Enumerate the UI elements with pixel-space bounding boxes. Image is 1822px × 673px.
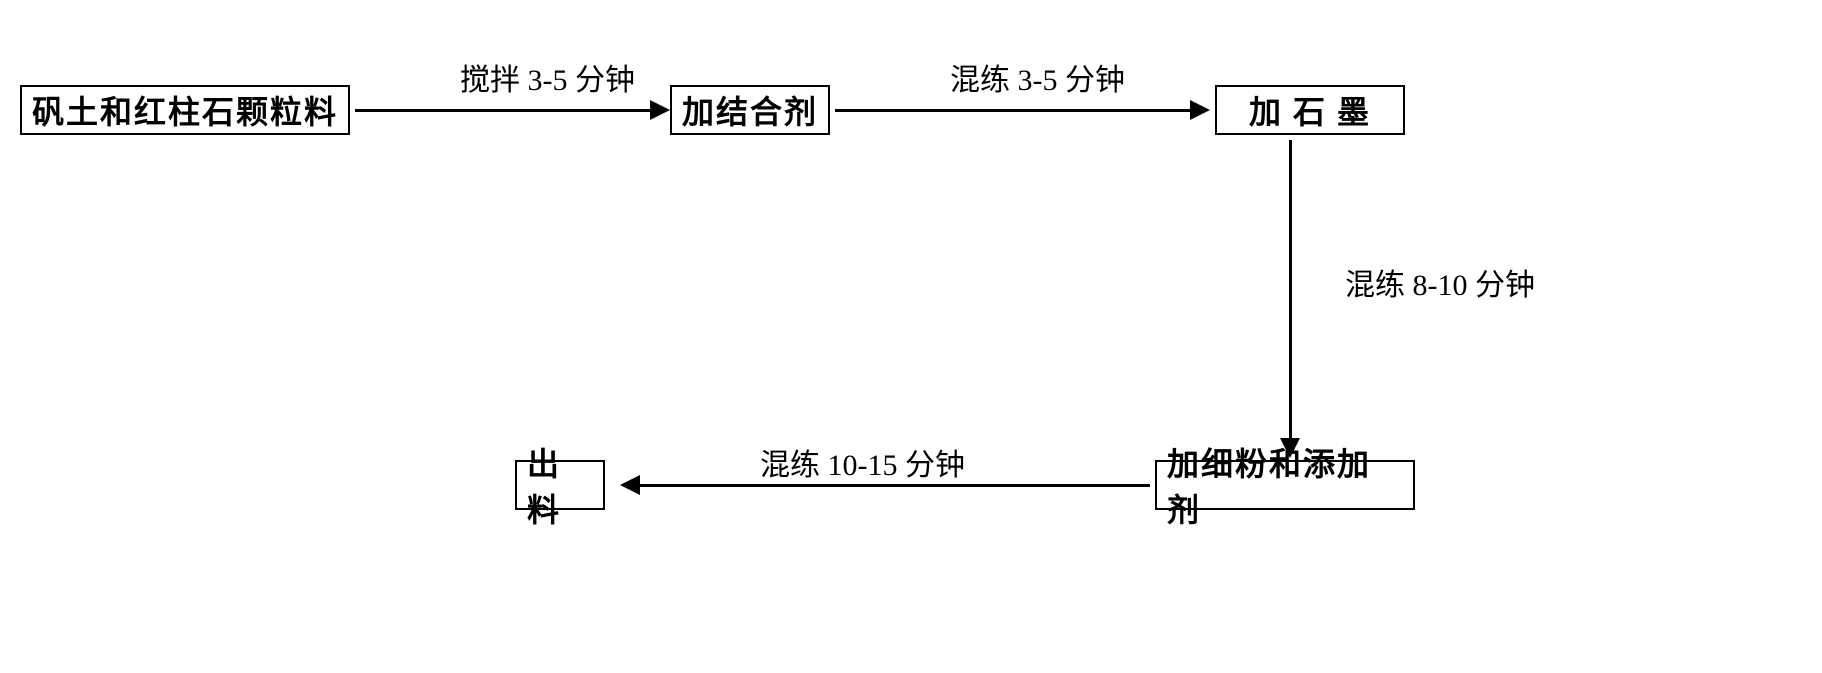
edge-label-mix-2: 混练 8-10 分钟	[1345, 260, 1535, 304]
arrow-line	[640, 484, 1150, 487]
node-label: 加 石 墨	[1249, 87, 1371, 133]
node-bauxite-andalusite: 矾土和红柱石颗粒料	[20, 85, 350, 135]
edge-label-stir: 搅拌 3-5 分钟	[460, 55, 635, 99]
arrow-line	[355, 109, 655, 112]
arrow-line	[1289, 140, 1292, 440]
node-label: 矾土和红柱石颗粒料	[32, 87, 338, 133]
node-label: 加结合剂	[682, 87, 818, 133]
edge-label-mix-1: 混练 3-5 分钟	[950, 55, 1125, 99]
node-add-fine-powder: 加细粉和添加剂	[1155, 460, 1415, 510]
edge-label-mix-3: 混练 10-15 分钟	[760, 440, 965, 484]
arrow-head-icon	[1280, 438, 1300, 458]
arrow-line	[835, 109, 1195, 112]
arrow-head-icon	[620, 475, 640, 495]
arrow-head-icon	[1190, 100, 1210, 120]
node-add-graphite: 加 石 墨	[1215, 85, 1405, 135]
arrow-head-icon	[650, 100, 670, 120]
node-output: 出料	[515, 460, 605, 510]
node-add-binder: 加结合剂	[670, 85, 830, 135]
node-label: 出料	[527, 439, 593, 531]
